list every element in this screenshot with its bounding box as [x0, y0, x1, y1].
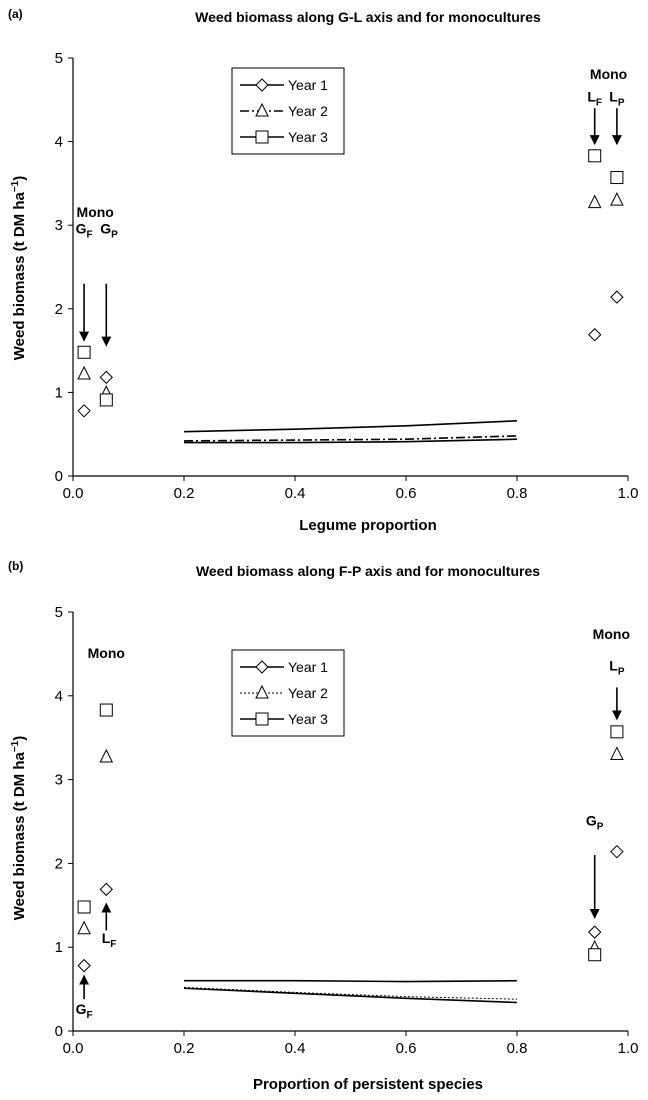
b-series-2-point	[77, 920, 91, 935]
a-y-tick-label: 2	[55, 301, 63, 318]
b-series-2-point	[99, 748, 114, 763]
b-legend-label-1: Year 1	[288, 659, 328, 675]
a-legend: Year 1 Year 2 Year 3	[231, 67, 345, 155]
panel-a-y-axis-label: Weed biomass (t DM ha−1)	[10, 176, 28, 361]
a-x-tick-label: 1.0	[618, 485, 639, 502]
a-series-3-line	[184, 438, 518, 444]
a-series-1-point	[77, 404, 91, 418]
b-y-tick-label: 5	[55, 604, 63, 621]
panel-a-title: Weed biomass along G-L axis and for mono…	[195, 9, 541, 25]
a-annotation-text: Mono	[590, 66, 627, 82]
b-series-3-point	[588, 948, 602, 962]
a-series-1-point	[610, 290, 624, 304]
a-y-tick-label: 4	[55, 134, 63, 151]
a-x-tick-label: 0.6	[396, 485, 417, 502]
b-annotation-text: Mono	[593, 626, 630, 642]
b-x-tick-label: 0.4	[285, 1040, 306, 1057]
panel-b-plot: 0 1 2 3 4 5 0.0 0.2 0.4 0.6 0.8 1.0 Mono GF LF Mono LP GP…	[55, 604, 639, 1057]
a-legend-label-2: Year 2	[288, 103, 328, 119]
b-x-tick-label: 0.6	[396, 1040, 417, 1057]
a-annotation-label: LP	[609, 88, 625, 108]
b-y-tick-label: 0	[55, 1023, 63, 1040]
a-series-3-point	[99, 393, 113, 407]
a-legend-marker-2	[255, 102, 269, 117]
a-legend-label-3: Year 3	[288, 129, 328, 145]
a-series-1-point	[99, 370, 114, 385]
b-annotation-label: GF	[76, 1001, 93, 1021]
b-annotation-label: GP	[586, 813, 604, 833]
a-series-3-point	[77, 345, 91, 359]
b-annotation-label: LP	[609, 658, 625, 678]
b-series-1-point	[77, 958, 91, 973]
a-annotation-label: LF	[587, 88, 602, 108]
b-x-tick-label: 0.8	[507, 1040, 528, 1057]
a-series-1-point	[587, 328, 602, 342]
a-series-3-point	[588, 149, 602, 163]
a-y-tick-label: 0	[55, 468, 63, 485]
a-legend-box	[231, 67, 345, 155]
b-series-3-point	[77, 900, 91, 914]
panel-b-tag: (b)	[8, 559, 23, 573]
b-legend-label-2: Year 2	[288, 685, 328, 701]
b-series-2-point	[610, 746, 624, 760]
a-x-tick-label: 0.4	[285, 485, 306, 502]
b-x-tick-label: 0.0	[63, 1040, 84, 1057]
b-legend-marker-3	[255, 712, 269, 726]
b-x-tick-label: 0.2	[174, 1040, 195, 1057]
b-annotation-text: Mono	[88, 645, 125, 661]
a-annotation-label: GP	[100, 221, 118, 241]
b-y-tick-label: 3	[55, 772, 63, 789]
a-series-3-point	[610, 171, 624, 185]
b-series-3-point	[99, 703, 113, 717]
a-x-tick-label: 0.2	[174, 485, 195, 502]
b-series-3-line	[184, 979, 518, 983]
a-annotation-text: Mono	[77, 204, 114, 220]
b-series-1-line	[183, 987, 518, 1004]
a-legend-marker-3	[255, 130, 269, 144]
panel-a-tag: (a)	[8, 7, 23, 21]
b-legend-box	[231, 649, 345, 737]
panel-b-title: Weed biomass along F-P axis and for mono…	[196, 563, 540, 579]
panel-b-y-axis-label: Weed biomass (t DM ha−1)	[10, 736, 28, 921]
a-legend-label-1: Year 1	[288, 77, 328, 93]
b-series-1-point	[99, 882, 114, 897]
b-legend-label-3: Year 3	[288, 711, 328, 727]
panel-a-x-axis-label: Legume proportion	[299, 517, 437, 534]
a-series-2-point	[77, 365, 91, 380]
a-series-1-line	[183, 420, 518, 433]
a-y-tick-label: 3	[55, 217, 63, 234]
b-legend-marker-2	[255, 684, 269, 699]
a-annotation-label: GF	[76, 221, 93, 241]
b-series-3-point	[610, 725, 624, 739]
a-series-2-point	[587, 194, 602, 209]
b-series-1-point	[587, 925, 602, 939]
b-y-tick-label: 4	[55, 688, 63, 705]
a-series-2-point	[610, 192, 624, 206]
b-series-1-point	[610, 844, 624, 859]
b-legend: Year 1 Year 2 Year 3	[231, 649, 345, 737]
a-y-tick-label: 1	[55, 384, 63, 401]
b-series-2-line	[183, 986, 518, 1000]
b-legend-marker-1	[255, 660, 269, 674]
b-y-tick-label: 1	[55, 939, 63, 956]
a-x-tick-label: 0.0	[63, 485, 84, 502]
panel-a: (a) Weed biomass along G-L axis and for …	[8, 7, 638, 534]
b-x-tick-label: 1.0	[618, 1040, 639, 1057]
a-legend-marker-1	[255, 78, 269, 92]
a-x-tick-label: 0.8	[507, 485, 528, 502]
a-y-tick-label: 5	[55, 50, 63, 67]
b-y-tick-label: 2	[55, 855, 63, 872]
panel-b-x-axis-label: Proportion of persistent species	[253, 1076, 483, 1093]
b-annotation-label: LF	[102, 930, 117, 950]
panel-b: (b) Weed biomass along F-P axis and for …	[8, 559, 638, 1093]
a-series-2-line	[183, 435, 518, 442]
